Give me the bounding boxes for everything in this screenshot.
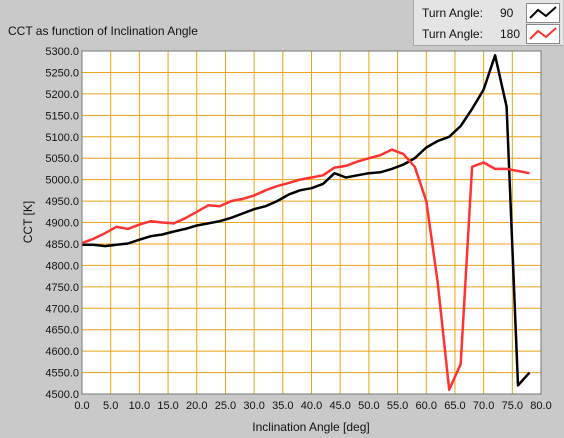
x-tick-labels: 0.0 5.0 10.0 15.0 20.0 25.0 30.0 35.0 40.0 45.0 50…: [74, 400, 551, 412]
x-tick-label: 75.0: [502, 400, 523, 412]
x-tick-label: 20.0: [186, 400, 207, 412]
legend-line-icon-180: [529, 27, 557, 40]
legend-label: Turn Angle:: [422, 6, 483, 20]
y-tick-label: 4600.0: [45, 346, 79, 358]
x-tick-label: 35.0: [272, 400, 293, 412]
series-lines: [81, 54, 531, 391]
y-axis-label: CCT [K]: [21, 201, 35, 243]
x-tick-label: 50.0: [358, 400, 379, 412]
y-tick-label: 5100.0: [45, 132, 79, 144]
series-line-180: [81, 148, 530, 391]
x-tick-label: 80.0: [530, 400, 551, 412]
x-axis-label: Inclination Angle [deg]: [252, 420, 369, 434]
x-tick-label: 5.0: [103, 400, 118, 412]
y-tick-label: 4500.0: [45, 389, 79, 401]
legend-value-90: 90: [500, 6, 514, 20]
y-tick-label: 4700.0: [45, 303, 79, 315]
y-tick-label: 4650.0: [45, 325, 79, 337]
legend-item-180: Turn Angle: 180: [422, 24, 562, 44]
y-tick-label: 5150.0: [45, 110, 79, 122]
x-tick-label: 55.0: [387, 400, 408, 412]
y-tick-label: 5050.0: [45, 153, 79, 165]
chart-title: CCT as function of Inclination Angle: [8, 24, 198, 38]
y-tick-label: 4950.0: [45, 196, 79, 208]
y-tick-label: 4850.0: [45, 239, 79, 251]
legend-item-90: Turn Angle: 90: [422, 3, 562, 23]
y-tick-label: 5000.0: [45, 175, 79, 187]
series-line-90: [82, 54, 531, 387]
x-tick-label: 10.0: [129, 400, 150, 412]
x-tick-label: 40.0: [301, 400, 322, 412]
y-tick-label: 5300.0: [45, 46, 79, 58]
legend-label: Turn Angle:: [422, 27, 483, 41]
y-tick-label: 4550.0: [45, 368, 79, 380]
x-tick-label: 45.0: [329, 400, 350, 412]
plot-border: [81, 50, 542, 395]
y-tick-label: 5200.0: [45, 89, 79, 101]
y-tick-label: 4900.0: [45, 218, 79, 230]
legend-value-180: 180: [500, 27, 521, 41]
y-tick-label: 4800.0: [45, 260, 79, 272]
x-tick-label: 60.0: [416, 400, 437, 412]
y-tick-label: 5250.0: [45, 67, 79, 79]
x-tick-label: 30.0: [243, 400, 264, 412]
x-tick-label: 70.0: [473, 400, 494, 412]
y-tick-label: 4750.0: [45, 282, 79, 294]
legend-swatch-90[interactable]: [526, 3, 560, 23]
x-tick-label: 15.0: [157, 400, 178, 412]
legend: Turn Angle: 90 Turn Angle: 180: [413, 0, 563, 46]
x-tick-label: 25.0: [215, 400, 236, 412]
x-tick-label: 65.0: [444, 400, 465, 412]
x-tick-label: 0.0: [74, 400, 89, 412]
legend-line-icon-90: [529, 6, 557, 19]
y-tick-labels: 4500.0 4550.0 4600.0 4650.0 4700.0 4750.0 4800…: [45, 46, 79, 401]
legend-swatch-180[interactable]: [526, 24, 560, 44]
